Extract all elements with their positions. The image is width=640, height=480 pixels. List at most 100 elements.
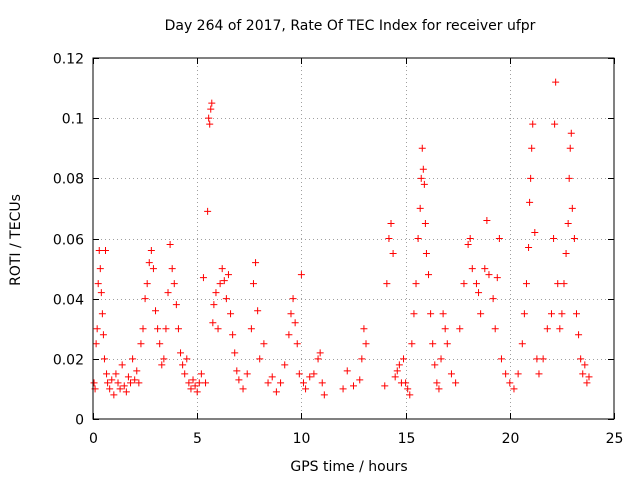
data-point [539,355,547,363]
data-point [551,120,559,128]
x-axis-label: GPS time / hours [290,459,407,475]
data-point [418,144,426,152]
data-point [185,379,193,387]
y-tick-label: 0 [75,413,84,429]
data-point [564,219,572,227]
data-point [393,367,401,375]
data-point [425,271,433,279]
data-point [199,274,207,282]
data-point [547,310,555,318]
data-point [493,274,501,282]
data-point [566,144,574,152]
data-point [214,325,222,333]
data-point [456,325,464,333]
data-point [233,367,241,375]
data-point [447,370,455,378]
data-point [295,370,303,378]
data-point [99,331,107,339]
data-point [94,280,102,288]
data-point [139,325,147,333]
data-point [522,280,530,288]
data-point [381,382,389,390]
data-point [183,355,191,363]
data-point [100,355,108,363]
data-point [572,310,580,318]
data-point [421,219,429,227]
data-point [581,361,589,369]
data-point [527,174,535,182]
data-point [468,265,476,273]
data-point [402,379,410,387]
data-point [179,361,187,369]
data-point [439,310,447,318]
data-point [110,391,118,399]
data-point [575,331,583,339]
x-tick-label: 5 [193,431,202,447]
data-point [118,361,126,369]
data-point [172,301,180,309]
data-point [106,385,114,393]
data-point [95,247,103,255]
data-point [383,280,391,288]
data-point [452,379,460,387]
data-point [243,370,251,378]
data-point [506,379,514,387]
data-point [247,325,255,333]
data-point [475,289,483,297]
data-point [429,340,437,348]
data-point [206,120,214,128]
data-point [565,174,573,182]
data-point [481,265,489,273]
data-point [210,301,218,309]
x-tick-label: 0 [89,431,98,447]
data-point [314,355,322,363]
data-point [285,331,293,339]
data-point [133,367,141,375]
data-point [235,376,243,384]
data-point [320,391,328,399]
data-point [520,310,528,318]
data-point [518,340,526,348]
data-point [472,280,480,288]
data-point [114,379,122,387]
data-point [291,319,299,327]
data-point [249,280,257,288]
data-point [218,265,226,273]
data-point [98,310,106,318]
data-point [166,241,174,249]
y-axis-label: ROTI / TECUs [8,194,24,286]
data-point [147,247,155,255]
data-point [160,355,168,363]
data-point [156,340,164,348]
data-point [170,280,178,288]
data-point [579,370,587,378]
data-point [168,265,176,273]
data-point [497,355,505,363]
data-point [209,319,217,327]
data-point [96,265,104,273]
data-point [391,373,399,381]
data-point [535,370,543,378]
data-point [466,235,474,242]
data-point [222,295,230,303]
data-point [435,385,443,393]
data-point [577,355,585,363]
data-point [204,207,212,215]
data-point [362,340,370,348]
data-point [97,289,105,297]
data-point [116,385,124,393]
data-point [316,349,324,357]
data-point [510,385,518,393]
data-point [358,355,366,363]
data-point [143,280,151,288]
data-point [495,235,503,242]
data-point [154,325,162,333]
data-point [410,310,418,318]
data-point [260,340,268,348]
data-point [208,99,216,107]
data-point [306,373,314,381]
data-point [483,216,491,224]
data-point [90,379,98,387]
data-point [289,295,297,303]
